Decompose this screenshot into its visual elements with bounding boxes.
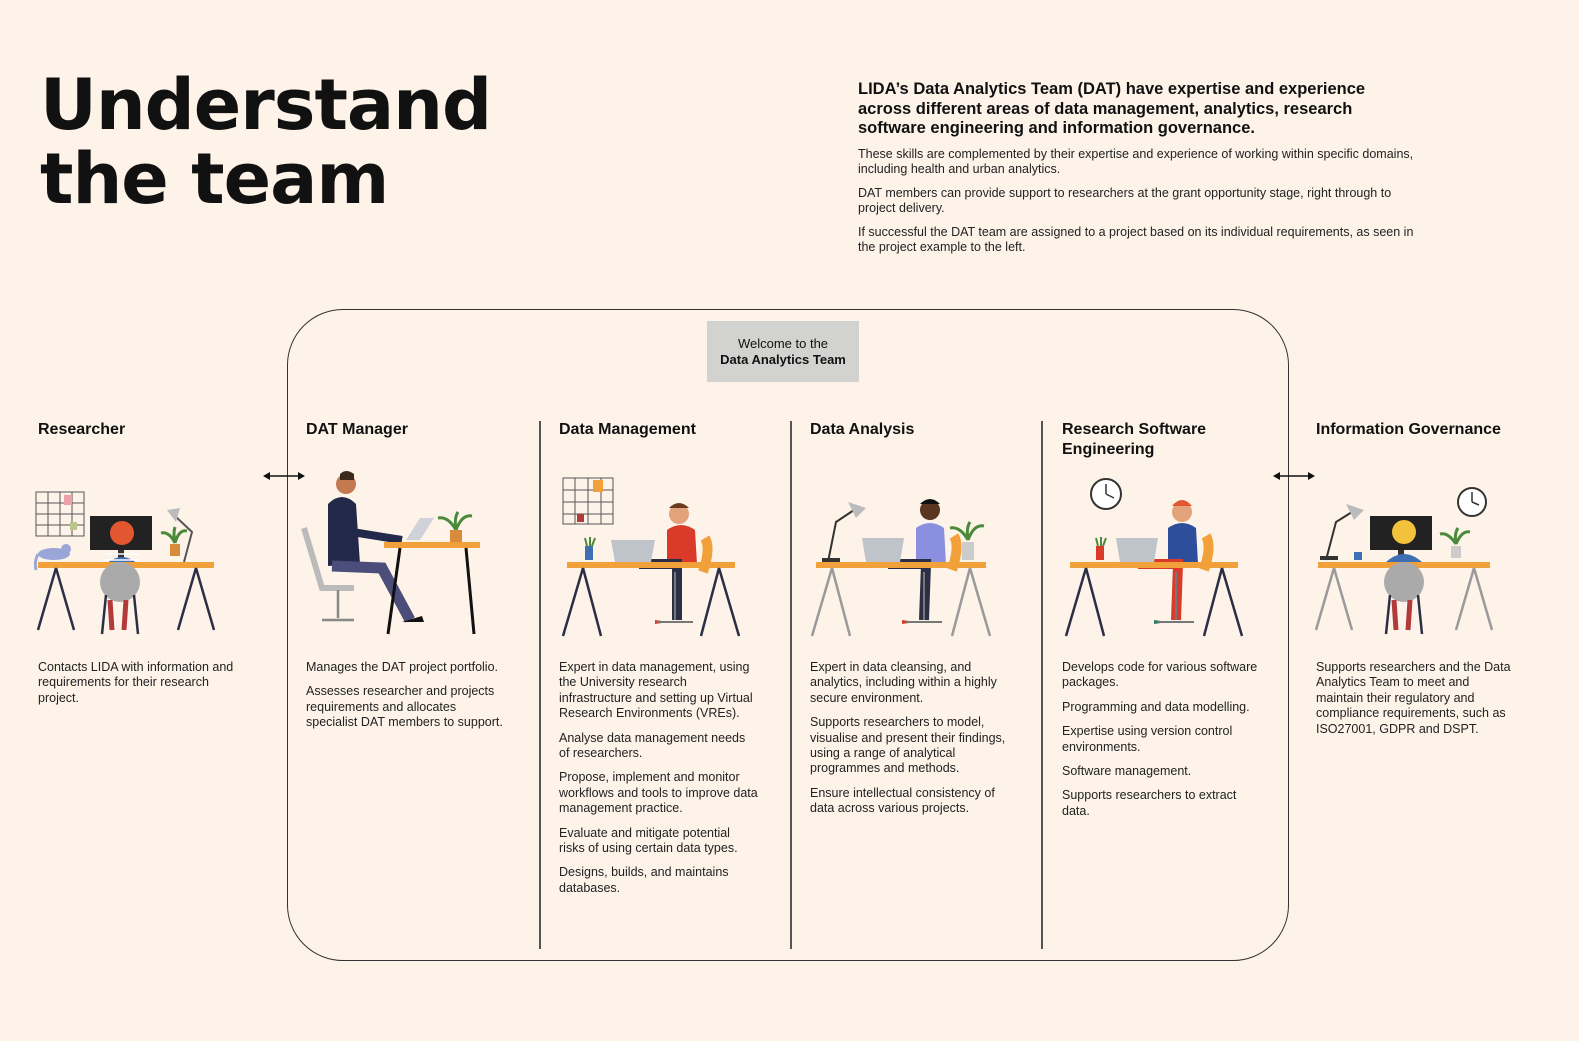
governance-officer-at-desk-icon [1314,487,1494,635]
column-paragraph: Software management. [1062,764,1192,779]
column-paragraph: Propose, implement and monitor workflows… [559,770,758,816]
column-title: Data Management [559,421,696,438]
column-data-management: Data Management Expert in data managemen… [559,420,759,895]
column-paragraph: Supports researchers to model, visualise… [810,715,1006,776]
intro-paragraph: If successful the DAT team are assigned … [858,224,1414,255]
data-analyst-at-laptop-icon [810,499,992,637]
column-divider [790,421,792,949]
intro-paragraph: DAT members can provide support to resea… [858,185,1392,216]
column-paragraph: Supports researchers and the Data Analyt… [1316,660,1511,736]
column-paragraph: Supports researchers to extract data. [1062,788,1237,818]
welcome-box: Welcome to the Data Analytics Team [707,321,859,382]
data-manager-at-laptop-icon [561,477,741,637]
column-text: Manages the DAT project portfolio. Asses… [306,660,506,740]
intro-block: LIDA’s Data Analytics Team (DAT) have ex… [858,80,1418,264]
researcher-at-desk-icon [33,491,216,635]
manager-at-laptop-icon [301,471,480,635]
column-divider [539,421,541,949]
intro-lead: LIDA’s Data Analytics Team (DAT) have ex… [858,80,1366,137]
column-title: DAT Manager [306,421,408,438]
column-text: Develops code for various software packa… [1062,660,1262,828]
column-paragraph: Ensure intellectual consistency of data … [810,785,995,816]
column-text: Supports researchers and the Data Analyt… [1316,660,1516,746]
software-engineer-at-laptop-icon [1064,478,1244,637]
column-paragraph: Assesses researcher and projects require… [306,684,503,730]
double-arrow-icon [263,472,305,480]
team-frame [287,309,1289,961]
column-data-analysis: Data Analysis Expert in data cleansing, … [810,420,1010,815]
column-paragraph: Evaluate and mitigate potential risks of… [559,825,738,856]
column-paragraph: Programming and data modelling. [1062,699,1250,714]
column-text: Contacts LIDA with information and requi… [38,660,238,715]
column-information-governance: Information Governance Supports research… [1314,420,1516,736]
intro-paragraph: These skills are complemented by their e… [858,146,1414,177]
column-paragraph: Expert in data management, using the Uni… [559,660,753,721]
column-paragraph: Designs, builds, and maintains databases… [559,865,729,895]
column-dat-manager: DAT Manager Manages the DAT project port… [301,420,506,729]
column-paragraph: Contacts LIDA with information and requi… [38,660,234,705]
column-title: Research Software Engineering [1062,421,1207,458]
column-paragraph: Develops code for various software packa… [1062,660,1258,690]
column-title: Information Governance [1316,421,1501,438]
column-paragraph: Expert in data cleansing, and analytics,… [810,660,997,705]
welcome-line-1: Welcome to the [737,336,829,351]
page-title-line-1: Understand [40,64,492,146]
column-text: Expert in data cleansing, and analytics,… [810,660,1010,826]
column-paragraph: Manages the DAT project portfolio. [306,660,498,674]
page-title-line-2: the team [40,138,389,220]
column-divider [1041,421,1043,949]
column-title: Data Analysis [810,421,915,438]
column-paragraph: Expertise using version control environm… [1062,724,1233,754]
page-title: Understand the team [40,64,492,220]
column-title: Researcher [38,421,126,438]
welcome-line-2: Data Analytics Team [720,351,846,367]
column-paragraph: Analyse data management needs of researc… [559,730,746,761]
column-text: Expert in data management, using the Uni… [559,660,759,905]
column-researcher: Researcher Contacts LIDA with informatio… [33,420,238,705]
column-research-software-engineering: Research Software Engineering Develops c… [1062,420,1262,818]
double-arrow-icon [1273,472,1315,480]
